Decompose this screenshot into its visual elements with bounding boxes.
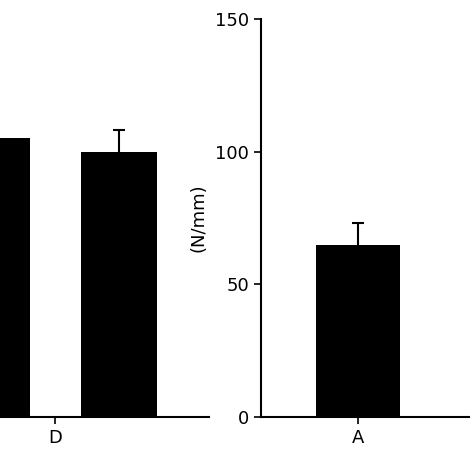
Bar — [81, 152, 157, 417]
Bar — [316, 245, 400, 417]
Bar — [0, 138, 30, 417]
Y-axis label: (N/mm): (N/mm) — [190, 184, 208, 252]
